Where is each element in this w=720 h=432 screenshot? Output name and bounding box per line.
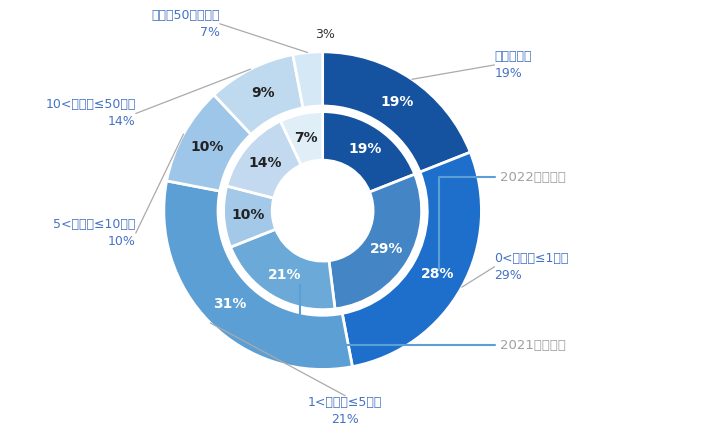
Text: 29%: 29% [370, 241, 404, 256]
Text: 28%: 28% [421, 267, 455, 281]
Text: 9%: 9% [251, 86, 274, 100]
Text: 10<净利润≤50亿元
14%: 10<净利润≤50亿元 14% [45, 98, 136, 128]
Text: 31%: 31% [213, 297, 246, 311]
Text: 10%: 10% [231, 208, 265, 222]
Wedge shape [323, 111, 415, 192]
Text: 7%: 7% [294, 131, 318, 145]
Wedge shape [224, 186, 276, 247]
Text: 净利润50亿元以上
7%: 净利润50亿元以上 7% [151, 9, 220, 39]
Wedge shape [214, 55, 303, 134]
Wedge shape [230, 229, 335, 310]
Wedge shape [281, 111, 323, 165]
Wedge shape [329, 174, 422, 309]
Text: 3%: 3% [315, 29, 335, 41]
Text: 2022年净利润: 2022年净利润 [439, 171, 566, 270]
Wedge shape [323, 52, 470, 172]
Wedge shape [166, 95, 251, 191]
Text: 净利润为负
19%: 净利润为负 19% [495, 50, 532, 80]
Text: 1<净利润≤5亿元
21%: 1<净利润≤5亿元 21% [308, 396, 382, 426]
Text: 10%: 10% [191, 140, 224, 154]
Wedge shape [342, 152, 482, 367]
Wedge shape [293, 52, 323, 108]
Text: 14%: 14% [248, 156, 282, 170]
Text: 5<净利润≤10亿元
10%: 5<净利润≤10亿元 10% [53, 218, 136, 248]
Text: 0<净利润≤1亿元
29%: 0<净利润≤1亿元 29% [495, 252, 569, 282]
Wedge shape [227, 121, 301, 198]
Text: 2021年净利润: 2021年净利润 [300, 285, 566, 352]
Text: 19%: 19% [380, 95, 413, 109]
Text: 19%: 19% [348, 142, 382, 156]
Wedge shape [164, 181, 352, 369]
Text: 21%: 21% [268, 268, 302, 282]
